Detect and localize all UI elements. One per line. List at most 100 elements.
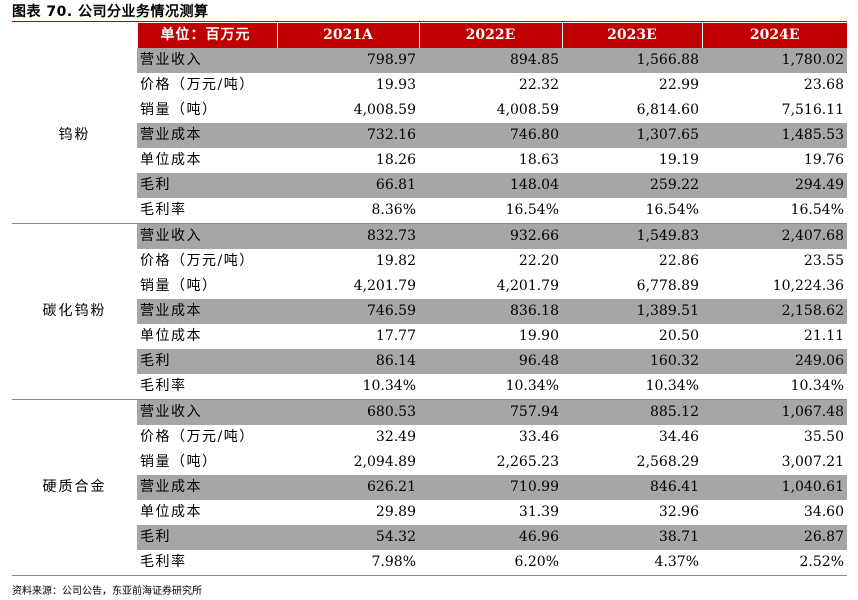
value-cell: 4,008.59 bbox=[496, 102, 559, 118]
value-cell: 836.18 bbox=[419, 299, 562, 324]
row-label: 毛利率 bbox=[137, 550, 277, 576]
value-cell: 4,201.79 bbox=[496, 278, 559, 294]
value-cell: 35.50 bbox=[803, 429, 844, 445]
segment-name: 钨粉 bbox=[12, 48, 137, 224]
value-cell: 710.99 bbox=[419, 475, 562, 500]
row-label: 单位成本 bbox=[140, 328, 202, 344]
value-cell: 1,389.51 bbox=[562, 299, 702, 324]
table-row: 毛利率 7.98% 6.20% 4.37% 2.52% bbox=[12, 550, 847, 576]
row-label: 营业收入 bbox=[137, 223, 277, 249]
row-label: 价格（万元/吨） bbox=[140, 253, 255, 269]
value-cell: 17.77 bbox=[375, 328, 416, 344]
value-cell: 757.94 bbox=[419, 399, 562, 425]
value-cell: 20.50 bbox=[658, 328, 699, 344]
value-cell: 2,158.62 bbox=[702, 299, 847, 324]
row-label: 单位成本 bbox=[140, 152, 202, 168]
value-cell: 96.48 bbox=[419, 349, 562, 374]
value-cell: 4,008.59 bbox=[353, 102, 416, 118]
value-cell: 680.53 bbox=[277, 399, 419, 425]
value-cell: 6,814.60 bbox=[636, 102, 699, 118]
value-cell: 846.41 bbox=[562, 475, 702, 500]
value-cell: 746.80 bbox=[419, 123, 562, 148]
value-cell: 1,780.02 bbox=[702, 48, 847, 73]
row-label: 价格（万元/吨） bbox=[140, 429, 255, 445]
value-cell: 2,265.23 bbox=[496, 454, 559, 470]
value-cell: 894.85 bbox=[419, 48, 562, 73]
value-cell: 732.16 bbox=[277, 123, 419, 148]
value-cell: 1,067.48 bbox=[702, 399, 847, 425]
value-cell: 18.26 bbox=[375, 152, 416, 168]
row-label: 销量（吨） bbox=[140, 454, 218, 470]
value-cell: 832.73 bbox=[277, 223, 419, 249]
value-cell: 3,007.21 bbox=[781, 454, 844, 470]
value-cell: 19.93 bbox=[375, 77, 416, 93]
year-header: 2022E bbox=[418, 23, 562, 48]
row-label: 毛利率 bbox=[137, 198, 277, 224]
value-cell: 885.12 bbox=[562, 399, 702, 425]
title-rule bbox=[12, 21, 847, 22]
value-cell: 626.21 bbox=[277, 475, 419, 500]
row-label: 毛利率 bbox=[137, 374, 277, 400]
year-header: 2024E bbox=[701, 23, 847, 48]
value-cell: 249.06 bbox=[702, 349, 847, 374]
value-cell: 1,549.83 bbox=[562, 223, 702, 249]
value-cell: 86.14 bbox=[277, 349, 419, 374]
value-cell: 6,778.89 bbox=[636, 278, 699, 294]
row-label: 营业收入 bbox=[137, 399, 277, 425]
value-cell: 26.87 bbox=[702, 525, 847, 550]
value-cell: 34.46 bbox=[658, 429, 699, 445]
table-row: 销量（吨） 4,008.59 4,008.59 6,814.60 7,516.11 bbox=[12, 98, 847, 123]
table-row: 销量（吨） 2,094.89 2,265.23 2,568.29 3,007.21 bbox=[12, 450, 847, 475]
table-row: 单位成本 17.77 19.90 20.50 21.11 bbox=[12, 324, 847, 349]
segment-name: 碳化钨粉 bbox=[12, 223, 137, 400]
value-cell: 19.19 bbox=[658, 152, 699, 168]
value-cell: 33.46 bbox=[518, 429, 559, 445]
value-cell: 10.34% bbox=[562, 374, 702, 400]
value-cell: 46.96 bbox=[419, 525, 562, 550]
table-row: 毛利 54.32 46.96 38.71 26.87 bbox=[12, 525, 847, 550]
value-cell: 66.81 bbox=[277, 173, 419, 198]
value-cell: 31.39 bbox=[518, 504, 559, 520]
year-header: 2023E bbox=[561, 23, 702, 48]
forecast-table: 单位：百万元 2021A 2022E 2023E 2024E 钨粉 营业收入 798… bbox=[12, 23, 847, 576]
value-cell: 2.52% bbox=[702, 550, 847, 576]
value-cell: 23.68 bbox=[803, 77, 844, 93]
table-row: 毛利率 10.34% 10.34% 10.34% 10.34% bbox=[12, 374, 847, 400]
table-row: 价格（万元/吨） 19.93 22.32 22.99 23.68 bbox=[12, 73, 847, 98]
table-row: 毛利 86.14 96.48 160.32 249.06 bbox=[12, 349, 847, 374]
value-cell: 7.98% bbox=[277, 550, 419, 576]
value-cell: 19.82 bbox=[375, 253, 416, 269]
chart-title: 图表 70. 公司分业务情况测算 bbox=[12, 4, 209, 20]
value-cell: 4,201.79 bbox=[353, 278, 416, 294]
value-cell: 932.66 bbox=[419, 223, 562, 249]
value-cell: 2,407.68 bbox=[702, 223, 847, 249]
table-body: 钨粉 营业收入 798.97 894.85 1,566.88 1,780.02 价格（万元/… bbox=[12, 48, 847, 576]
value-cell: 18.63 bbox=[518, 152, 559, 168]
row-label: 毛利 bbox=[137, 525, 277, 550]
value-cell: 22.32 bbox=[518, 77, 559, 93]
table-row: 价格（万元/吨） 19.82 22.20 22.86 23.55 bbox=[12, 249, 847, 274]
source-note: 资料来源：公司公告，东亚前海证券研究所 bbox=[12, 586, 202, 597]
row-label: 营业成本 bbox=[137, 299, 277, 324]
value-cell: 19.90 bbox=[518, 328, 559, 344]
table-row: 毛利率 8.36% 16.54% 16.54% 16.54% bbox=[12, 198, 847, 224]
value-cell: 16.54% bbox=[562, 198, 702, 224]
value-cell: 160.32 bbox=[562, 349, 702, 374]
row-label: 价格（万元/吨） bbox=[140, 77, 255, 93]
value-cell: 32.49 bbox=[375, 429, 416, 445]
header-row: 单位：百万元 2021A 2022E 2023E 2024E bbox=[12, 23, 847, 48]
value-cell: 38.71 bbox=[562, 525, 702, 550]
year-header: 2021A bbox=[276, 23, 419, 48]
value-cell: 1,566.88 bbox=[562, 48, 702, 73]
value-cell: 29.89 bbox=[375, 504, 416, 520]
table-row: 营业成本 626.21 710.99 846.41 1,040.61 bbox=[12, 475, 847, 500]
value-cell: 16.54% bbox=[419, 198, 562, 224]
row-label: 销量（吨） bbox=[140, 278, 218, 294]
value-cell: 7,516.11 bbox=[781, 102, 844, 118]
value-cell: 10,224.36 bbox=[772, 278, 844, 294]
value-cell: 19.76 bbox=[803, 152, 844, 168]
value-cell: 16.54% bbox=[702, 198, 847, 224]
segment-name: 硬质合金 bbox=[12, 399, 137, 576]
table-row: 单位成本 29.89 31.39 32.96 34.60 bbox=[12, 500, 847, 525]
value-cell: 1,485.53 bbox=[702, 123, 847, 148]
